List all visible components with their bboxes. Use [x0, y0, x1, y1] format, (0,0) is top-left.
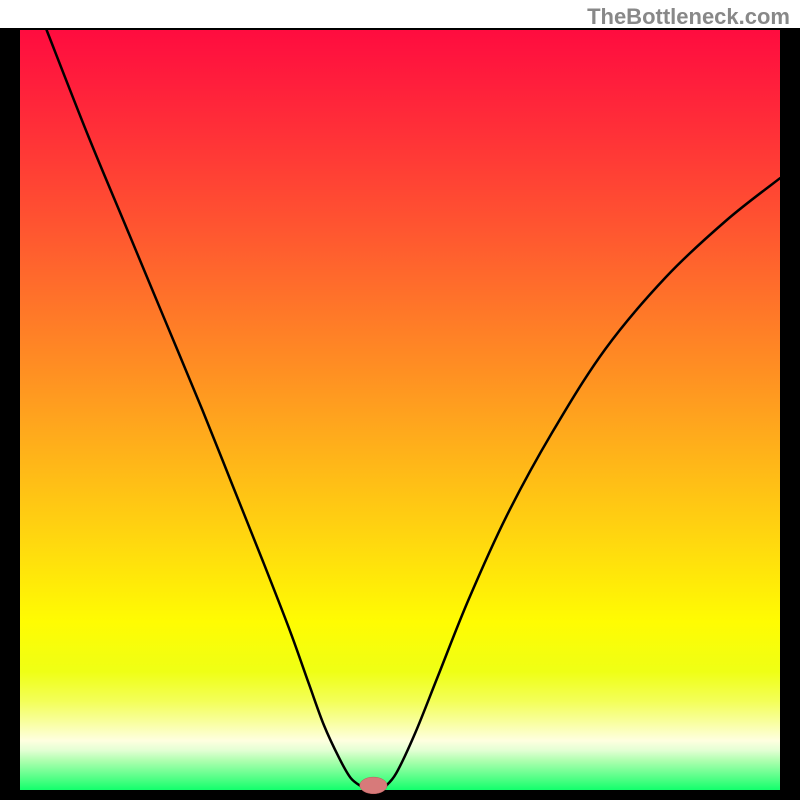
chart-container: TheBottleneck.com — [0, 0, 800, 800]
bottleneck-curve-chart — [0, 0, 800, 800]
optimal-point-marker — [360, 777, 387, 794]
plot-background — [20, 30, 780, 790]
